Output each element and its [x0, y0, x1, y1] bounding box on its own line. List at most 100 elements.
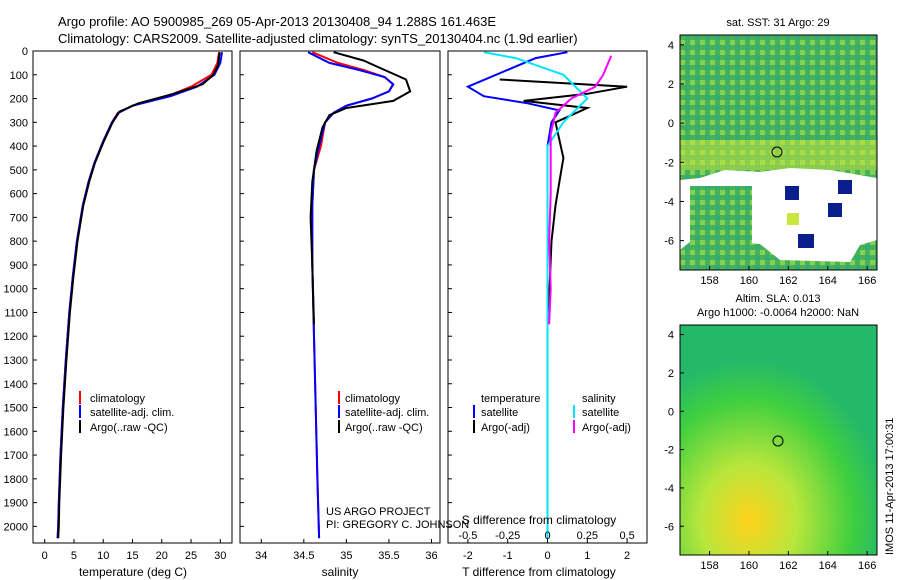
pressure-tick-label: 1700 [4, 450, 28, 462]
temperature-x-tick-label: 0 [42, 550, 48, 562]
legend-label-satellite: satellite-adj. clim. [90, 407, 174, 419]
legend-label-s-argo: Argo(-adj) [582, 422, 631, 434]
pressure-tick-label: 1300 [4, 355, 28, 367]
salinity-x-tick-label: 34 [255, 550, 267, 562]
legend-label-climatology: climatology [345, 393, 401, 405]
credit-pi: PI: GREGORY C. JOHNSON [326, 519, 469, 531]
pressure-tick-label: 600 [10, 189, 28, 201]
pressure-tick-label: 200 [10, 94, 28, 106]
sla-map-lon-label: 160 [740, 560, 758, 572]
difference-t-x-tick-label: -2 [463, 550, 473, 562]
series-line [309, 51, 412, 325]
sla-map-lat-label: 0 [668, 406, 674, 418]
sst-map-title: sat. SST: 31 Argo: 29 [726, 17, 829, 29]
sst-map-lon-label: 166 [858, 275, 876, 287]
pressure-tick-label: 900 [10, 260, 28, 272]
sst-map-panel: sat. SST: 31 Argo: 29 4 2 0 -2 -4 -6 158 160 162… [664, 17, 878, 287]
sst-map-frame [679, 34, 878, 271]
difference-t-x-tick-label: 1 [584, 550, 590, 562]
sst-map-lon-label: 162 [779, 275, 797, 287]
sla-map-lat-label: -4 [664, 483, 674, 495]
difference-s-x-tick-label: 0.5 [619, 530, 634, 542]
series-line [483, 51, 589, 539]
temperature-x-tick-label: 5 [71, 550, 77, 562]
pressure-tick-label: 700 [10, 212, 28, 224]
figure-title-line1: Argo profile: AO 5900985_269 05-Apr-2013… [58, 14, 496, 29]
difference-x-label: T difference from climatology [462, 565, 616, 579]
sla-argo-location-marker [772, 435, 784, 447]
sla-map-field [680, 325, 877, 555]
pressure-tick-label: 1500 [4, 403, 28, 415]
sla-map-title-line2: Argo h1000: -0.0064 h2000: NaN [697, 307, 859, 319]
difference-s-x-tick-label: -0.25 [495, 530, 520, 542]
temperature-panel: climatology satellite-adj. clim. Argo(..… [32, 50, 233, 579]
sla-side-timestamp: IMOS 11-Apr-2013 17:00:31 [884, 418, 896, 555]
sla-map-lat-label: 2 [668, 368, 674, 380]
sst-argo-location-marker [771, 146, 783, 158]
pressure-tick-label: 100 [10, 70, 28, 82]
temperature-x-tick-label: 25 [185, 550, 197, 562]
legend-label-argo: Argo(..raw -QC) [90, 422, 168, 434]
difference-s-x-tick-label: 0 [544, 530, 550, 542]
series-line [307, 51, 395, 539]
pressure-tick-label: 800 [10, 236, 28, 248]
sst-map-lon-label: 158 [700, 275, 718, 287]
pressure-tick-label: 1100 [4, 307, 28, 319]
temperature-x-tick-label: 15 [126, 550, 138, 562]
difference-t-x-tick-label: -1 [503, 550, 513, 562]
difference-t-x-tick-label: 0 [544, 550, 550, 562]
sst-map-lat-label: -4 [664, 196, 674, 208]
legend-label-t-satellite: satellite [481, 407, 518, 419]
sla-map-panel: Altim. SLA: 0.013 Argo h1000: -0.0064 h2… [664, 293, 896, 572]
sst-cloud-pixel [787, 213, 799, 225]
pressure-tick-label: 2000 [4, 521, 28, 533]
pressure-tick-label: 400 [10, 141, 28, 153]
sst-island-patch [690, 186, 752, 248]
sst-map-lat-label: 2 [668, 79, 674, 91]
salinity-x-tick-label: 35.5 [378, 550, 399, 562]
difference-panel: temperature salinity satellite Argo(-adj… [447, 50, 648, 579]
sla-map-lon-label: 158 [700, 560, 718, 572]
legend-title-salinity: salinity [582, 393, 616, 405]
salinity-x-label: salinity [322, 565, 359, 579]
pressure-tick-label: 0 [22, 46, 28, 58]
sla-map-title-line1: Altim. SLA: 0.013 [736, 293, 821, 305]
sst-map-lat-label: -2 [664, 157, 674, 169]
temperature-plot-frame [32, 50, 233, 544]
pressure-tick-label: 500 [10, 165, 28, 177]
sla-map-lon-label: 166 [858, 560, 876, 572]
sla-map-lon-label: 164 [819, 560, 837, 572]
temperature-x-tick-label: 30 [214, 550, 226, 562]
sst-cloud-pixel [798, 234, 814, 248]
sst-cloud-pixel [828, 203, 842, 217]
figure-title-line2: Climatology: CARS2009. Satellite-adjuste… [58, 31, 578, 46]
temperature-x-label: temperature (deg C) [79, 565, 187, 579]
sla-map-lat-label: -2 [664, 445, 674, 457]
sst-cloud-pixel [785, 186, 799, 200]
sla-map-lat-label: -6 [664, 521, 674, 533]
sla-map-lat-label: 4 [668, 330, 674, 342]
salinity-x-tick-label: 35 [340, 550, 352, 562]
credit-project: US ARGO PROJECT [326, 506, 431, 518]
pressure-tick-label: 1000 [4, 284, 28, 296]
legend-label-t-argo: Argo(-adj) [481, 422, 530, 434]
sst-map-lon-label: 164 [819, 275, 837, 287]
salinity-legend: climatology satellite-adj. clim. Argo(..… [338, 391, 429, 434]
legend-label-s-satellite: satellite [582, 407, 619, 419]
sst-map-lat-label: 4 [668, 40, 674, 52]
sst-map-lon-label: 160 [740, 275, 758, 287]
sst-warm-band [680, 140, 877, 170]
salinity-panel: climatology satellite-adj. clim. Argo(..… [239, 50, 469, 579]
difference-top-x-label: S difference from climatology [462, 513, 617, 527]
series-line [57, 52, 221, 539]
difference-legend: temperature salinity satellite Argo(-adj… [473, 393, 631, 434]
sst-map-lat-label: -6 [664, 236, 674, 248]
pressure-tick-label: 1900 [4, 498, 28, 510]
pressure-tick-label: 300 [10, 117, 28, 129]
pressure-tick-label: 1600 [4, 426, 28, 438]
salinity-x-tick-label: 36 [425, 550, 437, 562]
series-line [499, 78, 628, 325]
salinity-plot-frame [239, 50, 441, 544]
legend-label-satellite: satellite-adj. clim. [345, 407, 429, 419]
temperature-x-tick-label: 10 [97, 550, 109, 562]
